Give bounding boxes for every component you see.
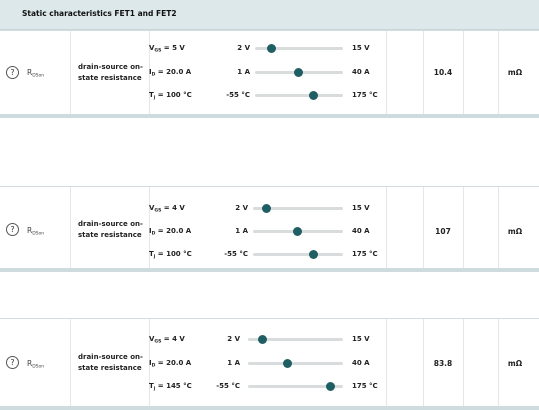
condition-tj-label: Tj = 100 °C — [149, 91, 192, 101]
condition-tj-label: Tj = 100 °C — [149, 250, 192, 260]
slider-max-label: 175 °C — [352, 91, 378, 99]
section-header: Static characteristics FET1 and FET2 — [0, 0, 539, 30]
slider-thumb[interactable] — [267, 44, 277, 53]
condition-tj-label: Tj = 145 °C — [149, 382, 192, 392]
column-divider — [498, 319, 499, 407]
column-divider — [149, 319, 150, 407]
info-icon[interactable]: ? — [6, 356, 19, 369]
slider-min-label: 2 V — [227, 335, 240, 343]
slider-min-label: 1 A — [237, 68, 250, 76]
vgs-slider[interactable] — [253, 204, 343, 213]
vgs-slider[interactable] — [248, 335, 343, 344]
column-divider — [423, 187, 424, 269]
slider-min-label: 1 A — [227, 359, 240, 367]
id-slider[interactable] — [253, 227, 343, 236]
result-unit: mΩ — [507, 359, 523, 368]
parameter-description: drain-source on-state resistance — [78, 63, 143, 82]
slider-thumb[interactable] — [309, 91, 319, 100]
info-icon[interactable]: ? — [6, 223, 19, 236]
section-title: Static characteristics FET1 and FET2 — [22, 9, 177, 18]
row-separator — [0, 114, 539, 118]
condition-id-label: ID = 20.0 A — [149, 359, 192, 369]
column-divider — [386, 31, 387, 115]
column-divider — [498, 187, 499, 269]
slider-min-label: 2 V — [235, 204, 248, 212]
slider-thumb[interactable] — [293, 68, 303, 77]
characteristic-row-3: ? RDSon drain-source on-state resistance… — [0, 318, 539, 410]
slider-thumb[interactable] — [262, 204, 271, 213]
slider-max-label: 15 V — [352, 335, 370, 343]
parameter-symbol: RDSon — [27, 68, 45, 79]
slider-min-label: -55 °C — [226, 91, 250, 99]
row-separator — [0, 406, 539, 410]
tj-slider[interactable] — [253, 250, 343, 259]
slider-max-label: 40 A — [352, 227, 370, 235]
info-icon[interactable]: ? — [6, 66, 19, 79]
column-divider — [149, 31, 150, 115]
condition-id-label: ID = 20.0 A — [149, 68, 192, 78]
id-slider[interactable] — [255, 68, 343, 77]
result-value: 107 — [435, 227, 451, 236]
column-divider — [386, 319, 387, 407]
tj-slider[interactable] — [255, 91, 343, 100]
column-divider — [423, 31, 424, 115]
column-divider — [149, 187, 150, 269]
column-divider — [498, 31, 499, 115]
slider-thumb[interactable] — [308, 250, 318, 259]
vgs-slider[interactable] — [255, 44, 343, 53]
slider-max-label: 40 A — [352, 359, 370, 367]
condition-vgs-label: VGS = 5 V — [149, 44, 185, 54]
condition-vgs-label: VGS = 4 V — [149, 204, 185, 214]
slider-max-label: 175 °C — [352, 382, 378, 390]
slider-thumb[interactable] — [326, 382, 336, 391]
column-divider — [463, 187, 464, 269]
result-unit: mΩ — [507, 227, 523, 236]
parameter-symbol: RDSon — [27, 359, 45, 370]
characteristic-row-1: ? RDSon drain-source on-state resistance… — [0, 30, 539, 118]
slider-max-label: 15 V — [352, 204, 370, 212]
characteristic-row-2: ? RDSon drain-source on-state resistance… — [0, 186, 539, 272]
slider-thumb[interactable] — [257, 335, 267, 344]
row-separator — [0, 268, 539, 272]
slider-min-label: 2 V — [237, 44, 250, 52]
slider-thumb[interactable] — [292, 227, 302, 236]
result-value: 10.4 — [433, 68, 453, 77]
slider-min-label: -55 °C — [224, 250, 248, 258]
result-value: 83.8 — [433, 359, 453, 368]
result-unit: mΩ — [507, 68, 523, 77]
slider-thumb[interactable] — [283, 359, 293, 368]
slider-min-label: -55 °C — [216, 382, 240, 390]
tj-slider[interactable] — [248, 382, 343, 391]
column-divider — [463, 31, 464, 115]
column-divider — [463, 319, 464, 407]
slider-max-label: 15 V — [352, 44, 370, 52]
parameter-description: drain-source on-state resistance — [78, 353, 143, 372]
column-divider — [423, 319, 424, 407]
parameter-symbol: RDSon — [27, 226, 45, 237]
parameter-description: drain-source on-state resistance — [78, 220, 143, 239]
column-divider — [70, 319, 71, 407]
slider-max-label: 40 A — [352, 68, 370, 76]
slider-max-label: 175 °C — [352, 250, 378, 258]
column-divider — [70, 31, 71, 115]
column-divider — [386, 187, 387, 269]
slider-min-label: 1 A — [235, 227, 248, 235]
id-slider[interactable] — [248, 359, 343, 368]
column-divider — [70, 187, 71, 269]
condition-vgs-label: VGS = 4 V — [149, 335, 185, 345]
condition-id-label: ID = 20.0 A — [149, 227, 192, 237]
